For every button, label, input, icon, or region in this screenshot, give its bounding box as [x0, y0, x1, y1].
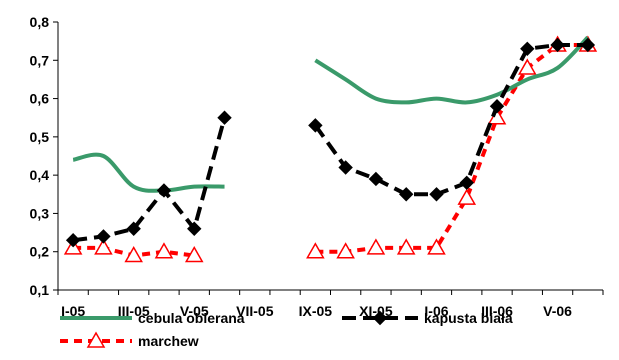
data-point [550, 37, 565, 53]
x-tick-label: I-06 [424, 303, 448, 319]
data-point [156, 183, 172, 198]
data-point [489, 99, 505, 114]
y-tick-label: 0,1 [30, 282, 50, 298]
legend-label: marchew [138, 333, 199, 349]
y-tick-label: 0,2 [30, 244, 50, 260]
data-point [366, 238, 386, 255]
y-tick-label: 0,6 [30, 91, 50, 107]
data-point [184, 246, 204, 263]
legend-label: kapusta biała [424, 310, 513, 326]
data-point [396, 238, 416, 255]
data-point [338, 160, 353, 175]
series-line [315, 42, 588, 254]
data-point [96, 229, 111, 244]
series-layer [63, 35, 598, 263]
x-tick-label: IX-05 [299, 303, 333, 319]
data-point [368, 171, 384, 187]
data-point [306, 242, 325, 259]
legend-marker [372, 310, 388, 326]
legend-label: cebula obierana [138, 310, 245, 326]
x-tick-label: III-05 [118, 303, 150, 319]
y-tick-label: 0,5 [30, 129, 50, 145]
x-axis-tick-labels: I-05 III-05 V-05 VII-05 IX-05 XI-05 I-06 III-06… [61, 303, 572, 319]
data-point [459, 175, 474, 191]
series-line [313, 42, 588, 197]
series-1 [65, 37, 596, 248]
data-point [518, 58, 537, 75]
y-tick-label: 0,3 [30, 205, 50, 221]
data-point [154, 242, 174, 259]
x-tick-label: I-05 [61, 303, 85, 319]
data-point [94, 238, 113, 255]
data-point [336, 242, 355, 259]
series-line [72, 117, 227, 243]
x-tick-label: XI-05 [359, 303, 393, 319]
axes [53, 21, 604, 295]
y-tick-label: 0,8 [30, 14, 50, 30]
series-0 [72, 35, 590, 193]
data-point [429, 187, 444, 202]
series-line [314, 35, 590, 105]
series-line [72, 152, 225, 193]
legend-marker [86, 331, 106, 348]
data-point [308, 118, 323, 133]
x-tick-label: VII-05 [236, 303, 274, 319]
x-tick-label: V-06 [543, 303, 572, 319]
y-axis-tick-labels: 0,1 0,2 0,3 0,4 0,5 0,6 0,7 0,8 [30, 14, 50, 298]
y-tick-label: 0,4 [30, 167, 50, 183]
data-point [126, 221, 141, 236]
data-point [187, 221, 202, 236]
data-point [520, 41, 535, 57]
x-tick-label: V-05 [180, 303, 209, 319]
x-tick-label: III-06 [481, 303, 513, 319]
data-point [487, 108, 507, 125]
data-point [427, 238, 446, 255]
data-point [580, 37, 596, 53]
data-point [457, 188, 477, 205]
legend: cebula obierana kapusta biała marchew [60, 310, 513, 349]
data-point [217, 110, 232, 125]
data-point [124, 246, 143, 263]
data-point [398, 187, 414, 202]
y-tick-label: 0,7 [30, 52, 50, 68]
data-point [65, 233, 81, 248]
